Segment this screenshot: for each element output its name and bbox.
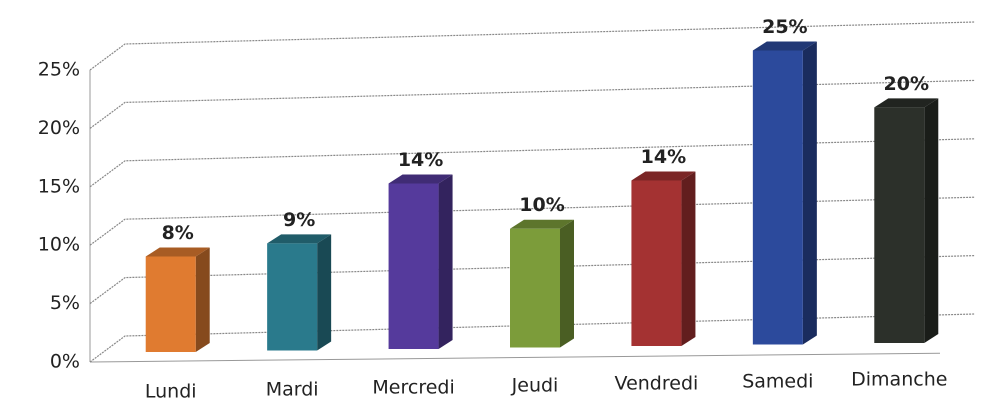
bar-side	[802, 41, 817, 345]
x-tick-label: Samedi	[742, 371, 813, 393]
bar-top	[874, 98, 939, 108]
bar-front	[510, 228, 560, 348]
bar-front	[874, 107, 925, 344]
value-label: 20%	[884, 73, 929, 95]
bar-side	[195, 247, 210, 352]
bar-side	[438, 174, 453, 349]
bar-front	[631, 180, 682, 346]
y-tick-label: 25%	[38, 59, 80, 81]
x-tick-label: Vendredi	[615, 373, 699, 395]
bar-front	[752, 50, 803, 345]
y-tick-label: 10%	[38, 234, 80, 256]
bar-side	[317, 234, 332, 351]
bar-front	[388, 183, 439, 349]
bar-side	[681, 171, 696, 346]
bar	[874, 98, 939, 344]
bar-top	[752, 41, 817, 51]
x-tick-label: Mardi	[266, 379, 319, 401]
bar-top	[631, 171, 696, 181]
value-label: 14%	[398, 149, 443, 171]
y-tick-label: 0%	[50, 351, 80, 373]
value-label: 10%	[519, 194, 564, 216]
x-tick-label: Dimanche	[851, 369, 947, 391]
bar	[631, 171, 696, 346]
bar-top	[388, 174, 453, 184]
bar	[145, 247, 210, 352]
y-tick-label: 5%	[50, 292, 80, 314]
x-tick-label: Mercredi	[372, 377, 454, 399]
grid-line	[89, 79, 976, 129]
bar	[388, 174, 453, 349]
bar-front	[145, 256, 196, 352]
grid-line	[89, 138, 976, 188]
x-axis	[89, 352, 941, 363]
x-tick-label: Lundi	[145, 381, 197, 403]
bar-top	[267, 234, 332, 244]
value-label: 8%	[162, 222, 194, 244]
y-tick-label: 15%	[38, 175, 80, 197]
value-label: 9%	[283, 209, 315, 231]
x-tick-label: Jeudi	[511, 375, 559, 397]
bar-side	[560, 219, 574, 348]
bar-top	[145, 247, 210, 257]
y-tick-label: 20%	[38, 117, 80, 139]
bar	[752, 41, 817, 345]
bar	[267, 234, 332, 351]
grid-line	[89, 21, 976, 71]
bar	[510, 219, 574, 348]
bar-top	[510, 219, 574, 229]
value-label: 14%	[641, 146, 686, 168]
bar-front	[267, 243, 318, 351]
value-label: 25%	[762, 16, 807, 38]
bar-side	[924, 98, 939, 344]
